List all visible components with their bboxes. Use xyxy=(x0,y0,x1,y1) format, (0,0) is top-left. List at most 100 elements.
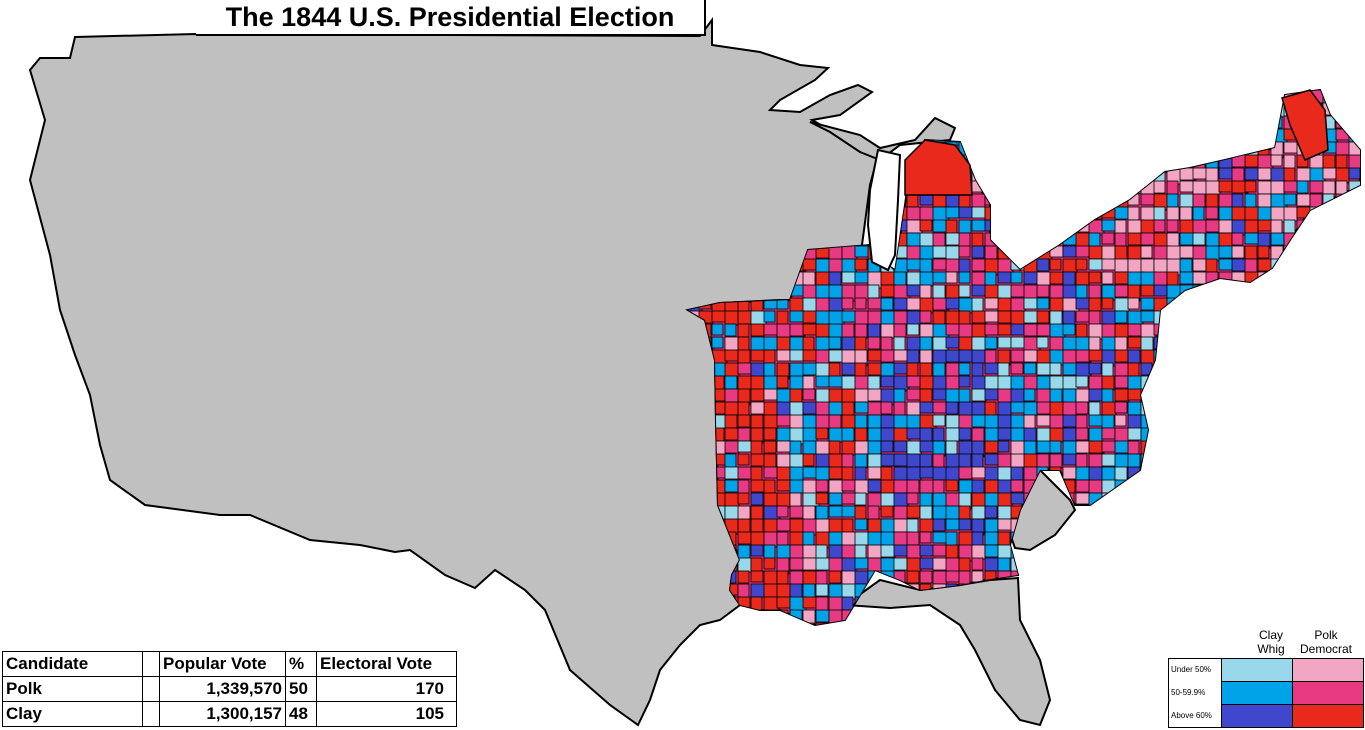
county xyxy=(1348,128,1360,143)
county xyxy=(880,401,893,415)
county xyxy=(750,544,764,557)
county xyxy=(1153,427,1169,441)
county xyxy=(737,518,751,534)
county xyxy=(1114,518,1127,536)
county xyxy=(1153,622,1167,625)
county xyxy=(867,609,882,622)
county xyxy=(1192,115,1210,128)
county xyxy=(1179,609,1193,625)
county xyxy=(1218,336,1231,354)
legend-row: Under 50% xyxy=(1169,659,1363,682)
county xyxy=(737,401,750,417)
county xyxy=(1179,336,1197,354)
county xyxy=(1153,583,1168,599)
county xyxy=(1205,375,1218,390)
county xyxy=(1127,479,1145,494)
county xyxy=(958,102,971,115)
county xyxy=(828,622,845,625)
county xyxy=(1244,583,1257,601)
county xyxy=(867,479,882,493)
county xyxy=(958,375,971,388)
county xyxy=(1309,440,1324,454)
county xyxy=(1179,492,1195,509)
county xyxy=(776,596,792,609)
county xyxy=(1114,115,1132,131)
county xyxy=(802,583,816,599)
county xyxy=(1231,440,1249,455)
county xyxy=(1036,427,1051,443)
county xyxy=(1218,518,1233,535)
county xyxy=(1140,518,1156,532)
county xyxy=(1023,167,1037,182)
county xyxy=(945,336,960,349)
county xyxy=(1101,167,1114,181)
county xyxy=(997,362,1010,377)
county xyxy=(1036,128,1054,145)
county xyxy=(1270,388,1283,404)
county xyxy=(1062,453,1077,466)
county xyxy=(880,323,895,339)
county xyxy=(1335,479,1349,497)
county xyxy=(1153,323,1167,336)
county xyxy=(1192,388,1206,403)
county xyxy=(1244,245,1258,260)
county xyxy=(737,362,752,375)
county xyxy=(1075,544,1091,561)
county xyxy=(1179,180,1195,193)
county xyxy=(1348,102,1360,120)
county xyxy=(1218,128,1233,146)
county xyxy=(1309,180,1325,194)
county xyxy=(1244,284,1257,297)
county xyxy=(1179,440,1197,455)
county xyxy=(1283,596,1300,612)
county xyxy=(1231,492,1244,507)
county xyxy=(1140,388,1156,406)
county xyxy=(776,414,792,427)
county xyxy=(1244,310,1260,323)
county xyxy=(1218,531,1232,547)
county xyxy=(1270,232,1285,246)
county xyxy=(1309,219,1322,237)
county xyxy=(1153,596,1167,614)
county xyxy=(1244,180,1257,193)
county xyxy=(880,414,896,429)
county xyxy=(1322,297,1340,315)
county xyxy=(997,102,1014,117)
county xyxy=(1101,557,1117,574)
county xyxy=(1205,323,1223,341)
county xyxy=(763,440,777,454)
county xyxy=(763,388,778,401)
county xyxy=(1010,245,1027,260)
county xyxy=(1296,193,1311,207)
county xyxy=(1023,245,1041,258)
county xyxy=(1322,388,1335,405)
county xyxy=(867,622,885,625)
county xyxy=(841,518,854,534)
county xyxy=(802,336,815,352)
county xyxy=(1257,90,1272,107)
county xyxy=(1335,271,1349,289)
county xyxy=(1114,596,1132,613)
county xyxy=(1166,609,1179,624)
county xyxy=(1231,557,1248,574)
county xyxy=(1010,349,1025,363)
county xyxy=(1166,479,1181,495)
county xyxy=(1192,180,1208,196)
county xyxy=(789,401,804,417)
county xyxy=(1296,557,1312,571)
county xyxy=(958,90,973,103)
county xyxy=(1348,427,1360,445)
county xyxy=(1296,271,1312,286)
county xyxy=(1205,414,1220,430)
county xyxy=(1036,206,1051,221)
county xyxy=(1205,453,1219,467)
county xyxy=(1153,570,1170,585)
county xyxy=(1088,141,1105,157)
county xyxy=(854,609,872,625)
county xyxy=(893,90,906,103)
county xyxy=(1023,115,1037,130)
county xyxy=(1270,570,1285,588)
county xyxy=(1348,258,1360,276)
county xyxy=(763,479,776,494)
county xyxy=(1335,570,1351,588)
